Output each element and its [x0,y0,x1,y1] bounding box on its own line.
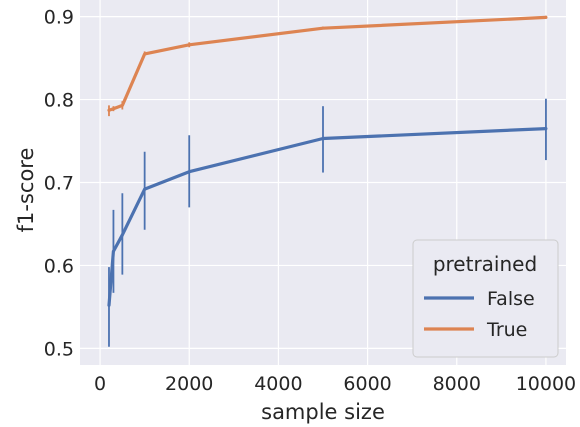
legend-title: pretrained [433,252,537,276]
series-line-false [107,127,548,307]
legend-label-true: True [486,319,527,341]
y-tick-label: 0.6 [44,255,74,277]
x-tick-labels: 0 2000 4000 6000 8000 10000 [94,373,576,395]
series-line-true [107,15,548,112]
x-tick-label: 2000 [165,373,213,395]
y-tick-label: 0.5 [44,338,74,360]
y-tick-label: 0.7 [44,173,74,195]
legend: pretrained False True [412,239,559,358]
y-axis-label: f1-score [14,148,38,233]
x-tick-label: 4000 [254,373,302,395]
y-tick-label: 0.9 [44,7,74,29]
series-lines [107,15,548,307]
y-tick-label: 0.8 [44,90,74,112]
x-tick-label: 10000 [516,373,576,395]
x-tick-label: 0 [94,373,106,395]
legend-label-false: False [487,288,535,310]
x-axis-label: sample size [261,400,385,424]
x-tick-label: 6000 [343,373,391,395]
x-tick-label: 8000 [433,373,481,395]
y-tick-labels: 0.5 0.6 0.7 0.8 0.9 [44,7,74,361]
